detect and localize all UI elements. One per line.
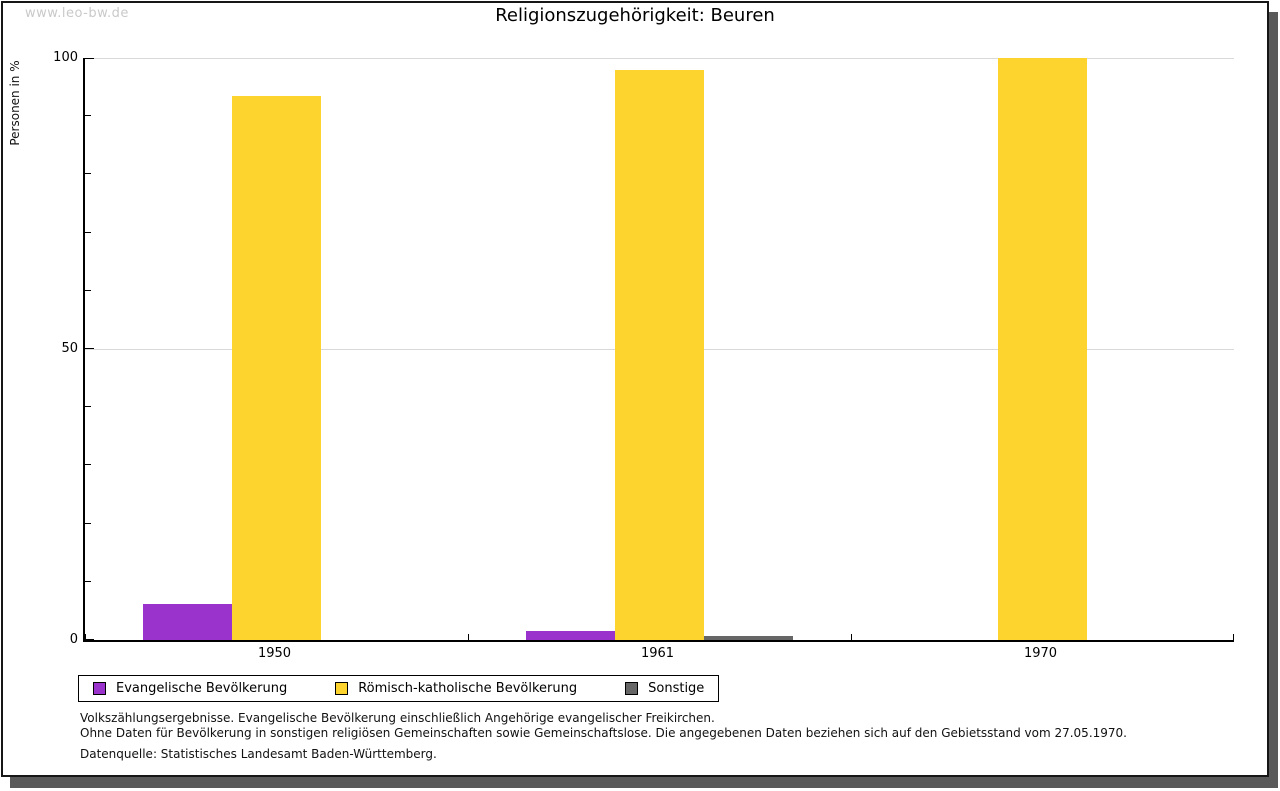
plot-area — [83, 58, 1234, 642]
legend-label: Evangelische Bevölkerung — [116, 681, 288, 696]
y-major-tick-50 — [85, 348, 94, 349]
y-minor-tick-20 — [85, 522, 91, 524]
y-major-tick-0 — [85, 639, 94, 640]
x-boundary-tick-0 — [85, 634, 86, 640]
y-minor-tick-90 — [85, 115, 91, 117]
y-axis-label: Personen in % — [8, 60, 22, 146]
y-minor-tick-40 — [85, 406, 91, 408]
y-tick-label-50: 50 — [61, 341, 78, 356]
x-boundary-tick-2 — [851, 634, 852, 640]
legend-swatch-evangelisch — [93, 682, 106, 695]
y-minor-tick-60 — [85, 289, 91, 291]
legend-item-katholisch: Römisch-katholische Bevölkerung — [335, 681, 577, 696]
footnote-line-2: Ohne Daten für Bevölkerung in sonstigen … — [80, 725, 1127, 740]
gridline-100 — [85, 58, 1234, 59]
x-category-label-1961: 1961 — [640, 646, 675, 661]
legend-label: Sonstige — [648, 681, 705, 696]
x-category-label-1970: 1970 — [1023, 646, 1058, 661]
footnote-line-1: Volkszählungsergebnisse. Evangelische Be… — [80, 711, 715, 725]
legend-swatch-katholisch — [335, 682, 349, 695]
bar-1950-evangelisch — [143, 604, 232, 640]
y-minor-tick-30 — [85, 464, 91, 466]
legend-item-evangelisch: Evangelische Bevölkerung — [93, 681, 287, 696]
chart-frame: www.leo-bw.de Religionszugehörigkeit: Be… — [1, 1, 1269, 777]
bar-1961-sonstige — [704, 636, 793, 640]
x-boundary-tick-3 — [1233, 634, 1234, 640]
footnote-text: Volkszählungsergebnisse. Evangelische Be… — [80, 711, 1127, 740]
y-major-tick-100 — [85, 58, 94, 59]
y-minor-tick-10 — [85, 580, 91, 582]
legend-swatch-sonstige — [625, 682, 639, 695]
y-tick-label-100: 100 — [53, 50, 78, 65]
chart-title: Religionszugehörigkeit: Beuren — [495, 5, 775, 26]
legend-box: Evangelische Bevölkerung Römisch-katholis… — [78, 675, 720, 702]
bar-1970-katholisch — [998, 58, 1087, 640]
y-minor-tick-80 — [85, 173, 91, 175]
legend-item-sonstige: Sonstige — [625, 681, 704, 696]
y-tick-label-0: 0 — [69, 632, 78, 647]
bar-1961-evangelisch — [526, 631, 615, 640]
x-boundary-tick-1 — [468, 634, 469, 640]
bar-1950-katholisch — [232, 96, 321, 640]
legend-label: Römisch-katholische Bevölkerung — [358, 681, 578, 696]
bar-1961-katholisch — [615, 70, 704, 640]
y-minor-tick-70 — [85, 231, 91, 233]
data-source-text: Datenquelle: Statistisches Landesamt Bad… — [80, 747, 437, 761]
x-category-label-1950: 1950 — [257, 646, 292, 661]
leo-bw-watermark: www.leo-bw.de — [25, 6, 129, 21]
